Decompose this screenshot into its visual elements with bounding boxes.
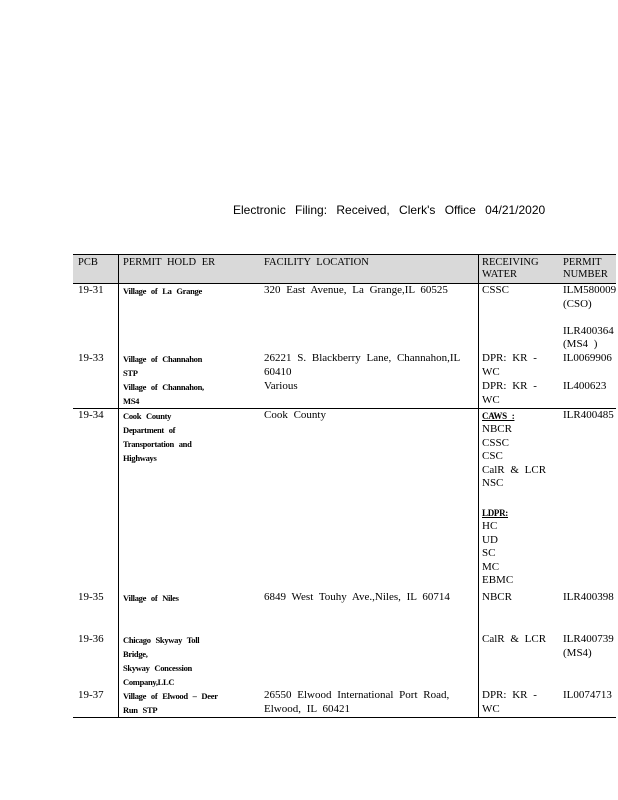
cell-receiving-water: HC UD SC MC EBMC: [482, 520, 514, 586]
cell-facility-location: Cook County: [264, 409, 326, 421]
cell-facility-location: 320 East Avenue, La Grange,IL 60525: [264, 284, 448, 296]
cell-permit-number: ILR400485: [563, 409, 614, 421]
cell-receiving-water: CalR & LCR: [482, 633, 547, 645]
cell-receiving-water: NBCR CSSC CSC CalR & LCR NSC: [482, 423, 547, 489]
cell-pcb: 19-33: [78, 352, 104, 364]
water-group-heading-ldpr: LDPR:: [482, 508, 508, 518]
cell-facility-location: 6849 West Touhy Ave.,Niles, IL 60714: [264, 591, 450, 603]
filing-stamp-header: Electronic Filing: Received, Clerk's Off…: [233, 203, 546, 217]
cell-facility-location: Various: [264, 380, 298, 392]
column-header-permit-holder: PERMIT HOLD ER: [123, 257, 216, 268]
cell-pcb: 19-36: [78, 633, 104, 645]
divider: [73, 408, 616, 409]
cell-permit-holder: Village of Elwood – Deer Run STP: [123, 691, 218, 715]
divider: [118, 254, 119, 718]
cell-permit-holder: Chicago Skyway Toll Bridge, Skyway Conce…: [123, 635, 200, 687]
cell-permit-holder: Cook County Department of Transportation…: [123, 411, 192, 463]
column-header-pcb: PCB: [78, 257, 98, 268]
cell-facility-location: 26550 Elwood International Port Road, El…: [264, 689, 450, 715]
cell-receiving-water: NBCR: [482, 591, 512, 603]
cell-pcb: 19-31: [78, 284, 104, 296]
cell-receiving-water: DPR: KR - WC: [482, 352, 537, 378]
cell-receiving-water: DPR: KR - WC: [482, 380, 537, 406]
cell-pcb: 19-34: [78, 409, 104, 421]
cell-permit-holder: Village of La Grange: [123, 286, 202, 296]
column-header-receiving-water: RECEIVING WATER: [482, 257, 539, 280]
table-header-row: [73, 254, 616, 284]
cell-permit-number: IL0074713: [563, 689, 612, 701]
cell-permit-number: IL400623: [563, 380, 607, 392]
divider: [73, 717, 616, 718]
water-group-heading-caws: CAWS :: [482, 411, 515, 421]
cell-permit-holder: Village of Channahon STP: [123, 354, 203, 378]
cell-permit-number: ILR400739 (MS4): [563, 633, 614, 659]
cell-pcb: 19-37: [78, 689, 104, 701]
cell-receiving-water: DPR: KR - WC: [482, 689, 537, 715]
cell-permit-holder: Village of Channahon, MS4: [123, 382, 204, 406]
cell-permit-holder: Village of Niles: [123, 593, 179, 603]
cell-pcb: 19-35: [78, 591, 104, 603]
divider: [478, 254, 479, 718]
cell-receiving-water: CSSC: [482, 284, 509, 296]
cell-permit-number: ILM580009 (CSO) ILR400364 (MS4 ): [563, 284, 617, 350]
cell-facility-location: 26221 S. Blackberry Lane, Channahon,IL 6…: [264, 352, 461, 378]
column-header-facility-location: FACILITY LOCATION: [264, 257, 369, 268]
divider: [73, 283, 616, 284]
column-header-permit-number: PERMIT NUMBER: [563, 257, 608, 280]
cell-permit-number: ILR400398: [563, 591, 614, 603]
cell-permit-number: IL0069906: [563, 352, 612, 364]
